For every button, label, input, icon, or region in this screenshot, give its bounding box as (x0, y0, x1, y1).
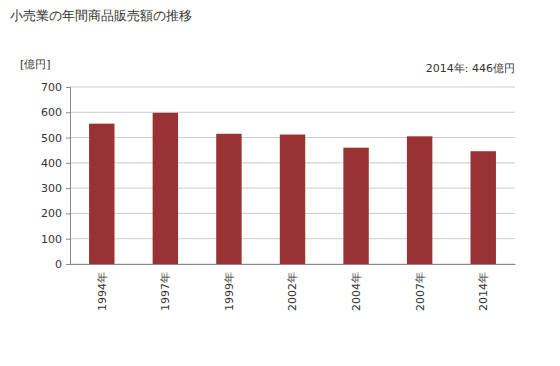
y-tick-label: 400 (41, 157, 62, 170)
y-tick-mark (66, 87, 70, 88)
y-axis-label: [億円] (20, 58, 51, 71)
x-tick: 2007年 (413, 264, 426, 311)
x-tick-label: 2014年 (477, 272, 490, 311)
y-tick: 700 (41, 81, 70, 94)
y-tick-mark (66, 239, 70, 240)
y-tick: 300 (41, 182, 70, 195)
y-tick: 100 (41, 233, 70, 246)
y-tick: 400 (41, 157, 70, 170)
chart-svg: 小売業の年間商品販売額の推移 [億円] 2014年: 446億円 0 100 200 300… (0, 0, 560, 366)
bars (89, 113, 496, 264)
x-tick: 2002年 (286, 264, 299, 311)
y-axis: 0 100 200 300 400 500 600 700 (41, 81, 71, 271)
y-tick-label: 500 (41, 132, 62, 145)
grid-line (70, 87, 515, 88)
y-tick-label: 700 (41, 81, 62, 94)
x-tick-label: 2002年 (286, 272, 299, 311)
y-tick-mark (66, 188, 70, 189)
grid (70, 87, 515, 264)
grid-line (70, 112, 515, 113)
y-tick-mark (66, 213, 70, 214)
bar (407, 136, 432, 264)
y-tick-label: 0 (55, 258, 62, 271)
x-tick-label: 2007年 (413, 272, 426, 311)
x-tick-label: 1994年 (96, 272, 109, 311)
y-tick-mark (66, 138, 70, 139)
x-axis: 1994年 1997年 1999年 2002年 2004年 2007年 2014年 (71, 264, 516, 311)
y-tick: 500 (41, 132, 70, 145)
bar (471, 151, 496, 264)
bar (89, 124, 114, 264)
x-axis-line (71, 264, 516, 265)
y-tick-label: 300 (41, 182, 62, 195)
y-tick-label: 200 (41, 207, 62, 220)
y-axis-line (66, 88, 71, 265)
x-tick: 2014年 (477, 264, 490, 311)
bar (343, 148, 368, 264)
y-tick: 600 (41, 106, 70, 119)
y-tick-label: 600 (41, 106, 62, 119)
x-tick: 1999年 (223, 264, 236, 311)
y-tick-mark (66, 264, 70, 265)
y-tick-mark (66, 112, 70, 113)
annotation: 2014年: 446億円 (426, 62, 515, 75)
x-tick: 2004年 (350, 264, 363, 311)
title: 小売業の年間商品販売額の推移 (10, 8, 192, 23)
x-tick-label: 2004年 (350, 272, 363, 311)
y-tick: 200 (41, 207, 70, 220)
plot: 0 100 200 300 400 500 600 700 1994年 1997年 1999年 200… (41, 81, 516, 311)
x-tick: 1994年 (96, 264, 109, 311)
y-tick-mark (66, 163, 70, 164)
x-tick-label: 1999年 (223, 272, 236, 311)
y-tick: 0 (55, 258, 70, 271)
y-tick-label: 100 (41, 233, 62, 246)
bar (280, 135, 305, 264)
bar (216, 134, 241, 264)
x-tick-label: 1997年 (159, 272, 172, 311)
x-tick: 1997年 (159, 264, 172, 311)
bar (153, 113, 178, 264)
